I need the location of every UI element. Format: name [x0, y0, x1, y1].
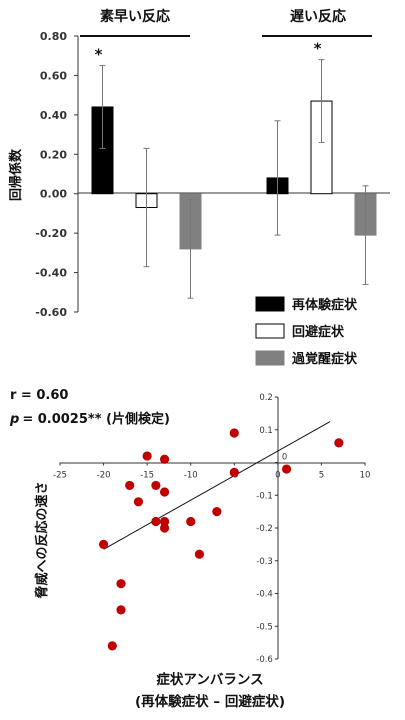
- bar-y-tick-label: 0.60: [40, 69, 67, 82]
- scatter-point: [116, 579, 126, 589]
- scatter-y-tick-label: -0.6: [256, 655, 273, 665]
- scatter-x-axis-label-detail: (再体験症状 – 回避症状): [135, 693, 285, 710]
- significance-star: *: [314, 40, 322, 58]
- scatter-y-tick-label: -0.4: [256, 590, 273, 600]
- group-label-fast: 素早い反応: [100, 8, 170, 25]
- scatter-point: [334, 438, 344, 448]
- legend-label-avoidance: 回避症状: [292, 324, 345, 340]
- scatter-point: [98, 539, 109, 549]
- scatter-point: [142, 451, 152, 461]
- legend: 再体験症状 回避症状 過覚醒症状: [255, 296, 358, 367]
- scatter-x-tick-label: 5: [319, 471, 324, 481]
- bar-y-tick-label: 0.40: [40, 109, 67, 122]
- scatter-point: [159, 487, 170, 497]
- scatter-point: [133, 497, 144, 507]
- scatter-origin-label: 0: [282, 453, 287, 463]
- scatter-point: [151, 480, 161, 491]
- bar-y-tick-label: 0.20: [40, 148, 67, 161]
- scatter-x-tick-label: -25: [53, 471, 67, 481]
- legend-swatch-hyperarousal: [255, 350, 285, 366]
- scatter-point: [212, 507, 222, 517]
- bar-chart: 回帰係数 素早い反応 遅い反応 0.80 0.60 0.40 0.20 0.00 -0.2…: [8, 8, 390, 367]
- scatter-x-tick-label: -10: [184, 471, 198, 481]
- scatter-y-tick-label: 0.1: [259, 426, 273, 436]
- scatter-point: [194, 549, 205, 559]
- scatter-y-tick-label: -0.5: [256, 622, 273, 632]
- scatter-y-axis-label: 脅威への反応の速さ: [34, 481, 50, 599]
- significance-star: *: [95, 46, 103, 64]
- scatter-point: [125, 480, 135, 491]
- scatter-point: [186, 516, 196, 527]
- bar-y-tick-label: -0.40: [35, 267, 67, 280]
- scatter-y-tick-label: -0.3: [256, 557, 273, 567]
- stat-p: p = 0.0025** (片側検定): [9, 411, 170, 427]
- scatter-x-tick-label: 10: [360, 471, 371, 481]
- scatter-y-tick-label: 0.2: [259, 393, 273, 403]
- scatter-point: [229, 467, 239, 477]
- scatter-chart: r = 0.60 p = 0.0025** (片側検定) 脅威への反応の速さ -2…: [9, 388, 370, 710]
- bar-y-axis-label: 回帰係数: [8, 148, 24, 201]
- legend-swatch-reexperiencing: [255, 296, 285, 312]
- group-label-slow: 遅い反応: [290, 8, 346, 25]
- legend-swatch-avoidance: [255, 323, 285, 339]
- stat-p-value: = 0.0025** (片側検定): [22, 411, 170, 427]
- scatter-x-tick-label: 0: [275, 471, 280, 481]
- legend-label-hyperarousal: 過覚醒症状: [291, 351, 358, 367]
- scatter-point: [159, 454, 170, 464]
- scatter-point: [116, 605, 126, 615]
- scatter-point: [151, 516, 161, 527]
- scatter-x-axis-label: 症状アンバランス: [156, 671, 263, 688]
- scatter-y-tick-label: -0.1: [256, 491, 273, 501]
- scatter-point: [159, 523, 170, 533]
- bar-y-tick-label: 0.80: [40, 30, 67, 43]
- legend-label-reexperiencing: 再体験症状: [292, 297, 358, 313]
- scatter-y-tick-label: -0.2: [256, 524, 273, 534]
- scatter-point: [229, 428, 239, 438]
- scatter-x-tick-label: -15: [140, 471, 154, 481]
- bar-y-tick-label: -0.60: [35, 306, 67, 319]
- bar-y-tick-label: 0.00: [40, 188, 67, 201]
- scatter-point: [159, 516, 170, 527]
- bar-y-tick-label: -0.20: [35, 227, 67, 240]
- stat-r: r = 0.60: [10, 388, 68, 403]
- stat-p-symbol: p: [9, 412, 19, 427]
- scatter-point: [281, 464, 292, 474]
- scatter-x-tick-label: -20: [97, 471, 111, 481]
- trendline: [103, 421, 331, 550]
- scatter-point: [107, 641, 117, 651]
